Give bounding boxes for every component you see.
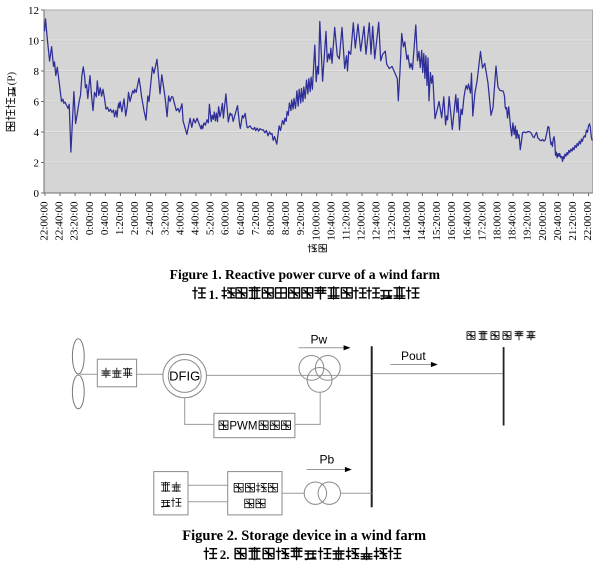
svg-text:2:40:00: 2:40:00 [144, 201, 156, 235]
svg-text:Pout: Pout [401, 349, 426, 363]
svg-text:17:20:00: 17:20:00 [476, 201, 488, 241]
svg-text:6:40:00: 6:40:00 [235, 201, 247, 235]
svg-text:10: 10 [28, 35, 40, 47]
svg-text:15:20:00: 15:20:00 [431, 201, 443, 241]
svg-text:1:20:00: 1:20:00 [114, 201, 126, 235]
svg-text:22:00:00: 22:00:00 [39, 201, 51, 241]
svg-text:18:00:00: 18:00:00 [492, 201, 504, 241]
svg-text:4: 4 [34, 127, 40, 139]
svg-text:6: 6 [34, 96, 40, 108]
svg-text:16:00:00: 16:00:00 [446, 201, 458, 241]
svg-text:12:00:00: 12:00:00 [356, 201, 368, 241]
svg-text:19:20:00: 19:20:00 [522, 201, 534, 241]
svg-text:10:40:00: 10:40:00 [325, 201, 337, 241]
svg-text:13:20:00: 13:20:00 [386, 201, 398, 241]
svg-text:0: 0 [34, 188, 40, 200]
svg-text:18:40:00: 18:40:00 [507, 201, 519, 241]
svg-text:23:20:00: 23:20:00 [69, 201, 81, 241]
svg-text:6:00:00: 6:00:00 [220, 201, 232, 235]
svg-text:11:20:00: 11:20:00 [341, 201, 353, 240]
svg-text:12:40:00: 12:40:00 [371, 201, 383, 241]
svg-text:Figure 2. Storage device in a: Figure 2. Storage device in a wind farm [182, 528, 426, 544]
svg-text:7:20:00: 7:20:00 [250, 201, 262, 235]
svg-text:PWM: PWM [229, 421, 257, 433]
svg-text:0:00:00: 0:00:00 [84, 201, 96, 235]
svg-text:14:00:00: 14:00:00 [401, 201, 413, 241]
svg-text:Figure 1. Reactive power curve: Figure 1. Reactive power curve of a wind… [170, 267, 441, 282]
svg-text:Pb: Pb [320, 452, 335, 466]
svg-text:20:40:00: 20:40:00 [552, 201, 564, 241]
svg-text:2:00:00: 2:00:00 [129, 201, 141, 235]
svg-text:2: 2 [34, 157, 40, 169]
svg-text:8: 8 [34, 66, 40, 78]
svg-text:9:20:00: 9:20:00 [295, 201, 307, 235]
svg-text:4:00:00: 4:00:00 [174, 201, 186, 235]
svg-text:21:20:00: 21:20:00 [567, 201, 579, 241]
svg-text:(P): (P) [6, 72, 18, 86]
svg-text:16:40:00: 16:40:00 [461, 201, 473, 241]
svg-text:2.: 2. [220, 547, 230, 562]
svg-text:Pw: Pw [311, 332, 328, 346]
svg-text:22:40:00: 22:40:00 [54, 201, 66, 241]
svg-text:1.: 1. [209, 287, 219, 302]
svg-text:12: 12 [28, 5, 39, 17]
svg-text:5:20:00: 5:20:00 [205, 201, 217, 235]
svg-text:14:40:00: 14:40:00 [416, 201, 428, 241]
svg-text:10:00:00: 10:00:00 [310, 201, 322, 241]
svg-text:22:00:00: 22:00:00 [582, 201, 594, 241]
svg-text:4:40:00: 4:40:00 [190, 201, 202, 235]
svg-text:3:20:00: 3:20:00 [159, 201, 171, 235]
svg-text:8:40:00: 8:40:00 [280, 201, 292, 235]
svg-text:20:00:00: 20:00:00 [537, 201, 549, 241]
svg-text:DFIG: DFIG [169, 369, 200, 384]
svg-text:0:40:00: 0:40:00 [99, 201, 111, 235]
svg-text:8:00:00: 8:00:00 [265, 201, 277, 235]
